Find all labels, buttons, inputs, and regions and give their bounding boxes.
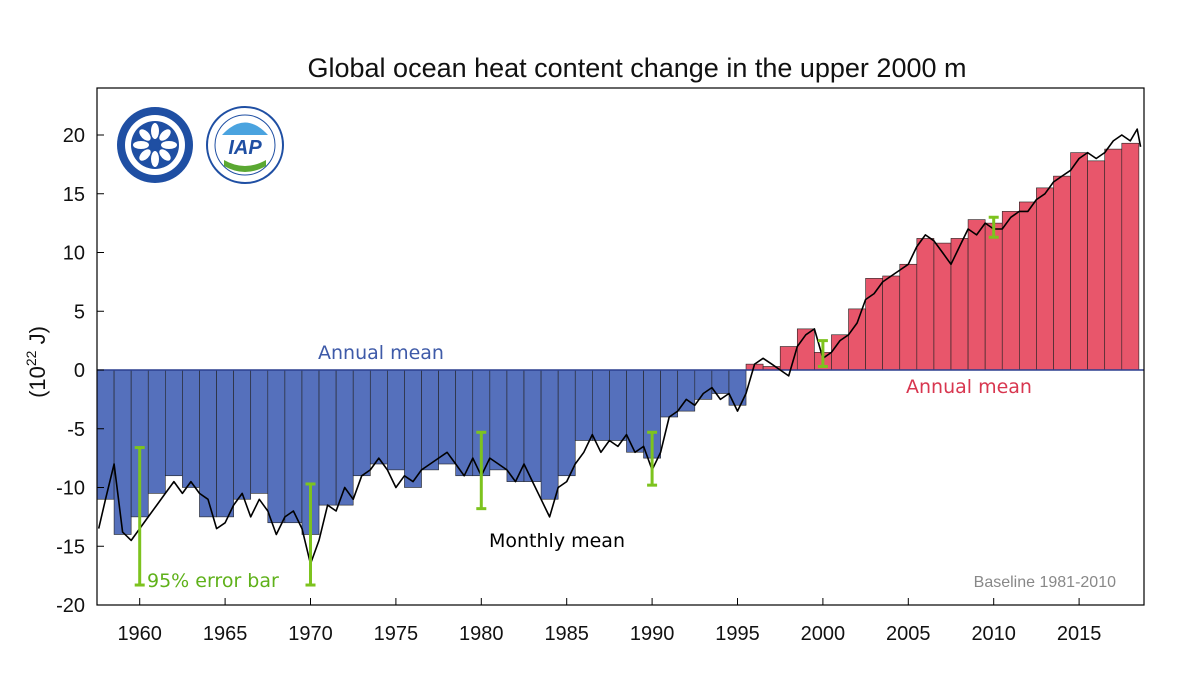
annual-bar xyxy=(438,369,456,465)
y-tick-label: 5 xyxy=(74,301,85,323)
y-tick-label: 10 xyxy=(63,243,85,265)
annual-bar xyxy=(233,369,252,500)
x-tick-label: 1960 xyxy=(117,623,162,645)
annual-bar xyxy=(489,369,508,471)
monthly-mean-label: Monthly mean xyxy=(489,530,625,552)
annual-mean-bars xyxy=(96,142,1140,535)
annual-bar xyxy=(660,369,679,418)
annual-bar xyxy=(523,369,542,482)
x-tick-label: 2015 xyxy=(1057,623,1102,645)
y-tick-label: -20 xyxy=(56,595,85,617)
annual-bar xyxy=(899,263,918,371)
x-tick-label: 1965 xyxy=(203,623,248,645)
annual-bar xyxy=(352,369,371,477)
annual-bar xyxy=(592,369,610,441)
annual-bar xyxy=(267,369,286,524)
annual-bar xyxy=(421,369,439,471)
annual-bar xyxy=(677,369,696,412)
annual-bar xyxy=(609,369,627,441)
annual-bar xyxy=(1121,142,1140,371)
x-tick-label: 1985 xyxy=(544,623,589,645)
x-tick-label: 2000 xyxy=(801,623,846,645)
annual-mean-label-red: Annual mean xyxy=(906,376,1032,398)
baseline-label: Baseline 1981-2010 xyxy=(974,574,1116,591)
annual-bar xyxy=(335,369,354,506)
annual-bar xyxy=(882,275,901,371)
annual-bar xyxy=(916,238,935,371)
x-tick-label: 2005 xyxy=(886,623,931,645)
annual-bar xyxy=(694,369,713,400)
x-tick-label: 2010 xyxy=(971,623,1016,645)
annual-bar xyxy=(933,242,952,371)
x-tick-label: 1990 xyxy=(630,623,675,645)
annual-bar xyxy=(165,369,183,477)
x-tick-label: 1980 xyxy=(459,623,504,645)
annual-bar xyxy=(848,308,866,371)
annual-bar xyxy=(1053,175,1071,371)
annual-bar xyxy=(779,346,798,371)
y-tick-label: 20 xyxy=(63,125,85,147)
monthly-mean-line xyxy=(97,128,1142,565)
annual-bar xyxy=(250,369,269,494)
svg-text:IAP: IAP xyxy=(228,137,262,159)
iap-logo: IAP xyxy=(206,106,284,184)
y-axis-label: (1022 J) xyxy=(23,326,50,398)
annual-bar xyxy=(1070,152,1088,371)
annual-bar xyxy=(984,222,1003,371)
chart-title: Global ocean heat content change in the … xyxy=(308,53,967,83)
y-tick-label: -10 xyxy=(56,478,85,500)
monthly-line xyxy=(97,128,1142,565)
annual-bar xyxy=(216,369,234,518)
annual-bar xyxy=(96,369,115,500)
annual-bar xyxy=(1104,148,1123,371)
cas-logo xyxy=(117,107,193,183)
annual-bar xyxy=(182,369,200,488)
annual-bar xyxy=(387,369,405,471)
annual-bar xyxy=(1036,187,1054,371)
annual-bar xyxy=(865,278,883,371)
annual-bar xyxy=(455,369,474,477)
annual-bar xyxy=(967,219,986,371)
annual-bar xyxy=(147,369,166,494)
error-bar-label: 95% error bar xyxy=(147,570,279,592)
annual-bar xyxy=(557,369,576,477)
error-bars xyxy=(134,215,999,587)
annual-bar xyxy=(113,369,132,535)
annual-bar xyxy=(284,369,303,524)
plot-frame xyxy=(96,87,1145,606)
x-tick-label: 1970 xyxy=(288,623,333,645)
y-tick-label: -15 xyxy=(56,536,85,558)
annual-bar xyxy=(404,369,422,488)
annual-mean-label-blue: Annual mean xyxy=(318,342,444,364)
annual-bar xyxy=(574,369,593,441)
annual-bar xyxy=(369,369,388,465)
annual-bar xyxy=(1001,211,1020,371)
annual-bar xyxy=(506,369,525,482)
x-tick-label: 1975 xyxy=(374,623,419,645)
annual-bar xyxy=(318,369,337,506)
x-tick-label: 1995 xyxy=(715,623,760,645)
annual-bar xyxy=(1019,201,1037,371)
y-tick-label: -5 xyxy=(67,419,85,441)
annual-bar xyxy=(1087,160,1106,371)
y-tick-label: 0 xyxy=(74,360,85,382)
y-tick-label: 15 xyxy=(63,184,85,206)
annual-bar xyxy=(540,369,559,500)
